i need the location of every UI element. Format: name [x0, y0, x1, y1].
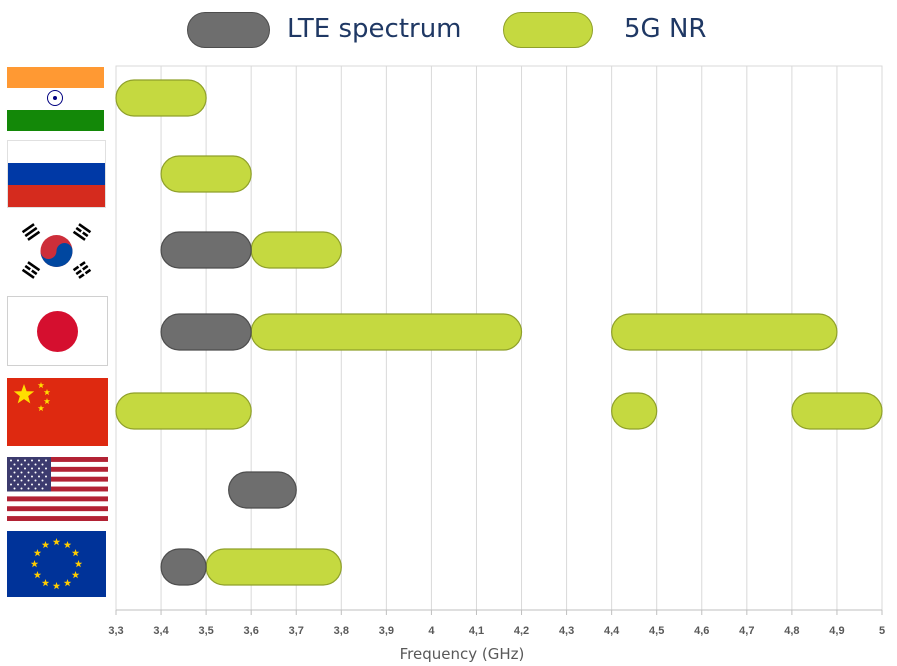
- x-tick-label: 4,3: [559, 625, 574, 637]
- x-tick-label: 3,8: [334, 625, 349, 637]
- lte-bar-japan: [160, 313, 252, 351]
- x-tick-label: 4,6: [694, 625, 709, 637]
- flag-china-icon: [7, 378, 108, 446]
- flag-eu-icon: [7, 531, 106, 597]
- eu-star-icon: [41, 540, 50, 549]
- eu-star-icon: [71, 549, 80, 557]
- nr-bar-south-korea: [250, 231, 342, 269]
- nr-bar-china: [115, 392, 252, 430]
- eu-star-icon: [71, 571, 80, 579]
- lte-bar-united-states: [228, 471, 297, 509]
- eu-star-icon: [30, 560, 39, 568]
- eu-star-icon: [52, 538, 61, 546]
- nr-bar-japan: [250, 313, 523, 351]
- x-tick-label: 3,5: [198, 625, 213, 637]
- legend-label-lte: LTE spectrum: [287, 14, 462, 44]
- nr-bar-india: [115, 79, 207, 117]
- x-tick-label: 3,6: [244, 625, 259, 637]
- flag-japan-icon: [7, 296, 108, 366]
- flag-russia-icon: [7, 140, 106, 208]
- x-tick-label: 4,2: [514, 625, 529, 637]
- nr-bar-russia: [160, 155, 252, 193]
- eu-star-icon: [63, 540, 72, 549]
- x-tick-label: 5: [879, 625, 885, 637]
- x-axis-title: Frequency (GHz): [400, 645, 525, 663]
- eu-star-icon: [63, 579, 72, 587]
- x-tick-label: 3,4: [153, 625, 169, 637]
- legend-swatch-lte: [187, 12, 270, 48]
- x-tick-label: 3,9: [379, 625, 394, 637]
- x-tick-label: 4,5: [649, 625, 664, 637]
- nr-bar-japan: [611, 313, 838, 351]
- flag-south-korea-icon: [7, 217, 106, 285]
- x-tick-label: 4,9: [829, 625, 844, 637]
- eu-star-icon: [33, 571, 42, 579]
- flag-usa-icon: [7, 457, 108, 521]
- legend-swatch-5g: [503, 12, 593, 48]
- lte-bar-south-korea: [160, 231, 252, 269]
- x-tick-label: 4,8: [784, 625, 799, 637]
- x-tick-label: 4: [428, 625, 435, 637]
- x-tick-label: 3,3: [108, 625, 123, 637]
- nr-bar-china: [611, 392, 658, 430]
- eu-star-icon: [74, 560, 83, 568]
- x-tick-label: 3,7: [289, 625, 304, 637]
- x-tick-label: 4,7: [739, 625, 754, 637]
- nr-bar-european-union: [205, 548, 342, 586]
- eu-star-icon: [52, 582, 61, 590]
- eu-star-icon: [41, 579, 50, 587]
- flag-india-icon: [7, 67, 104, 131]
- x-tick-label: 4,4: [604, 625, 620, 637]
- legend-label-5g: 5G NR: [624, 14, 707, 44]
- x-tick-label: 4,1: [469, 625, 484, 637]
- nr-bar-china: [791, 392, 883, 430]
- lte-bar-european-union: [160, 548, 207, 586]
- eu-star-icon: [33, 549, 42, 557]
